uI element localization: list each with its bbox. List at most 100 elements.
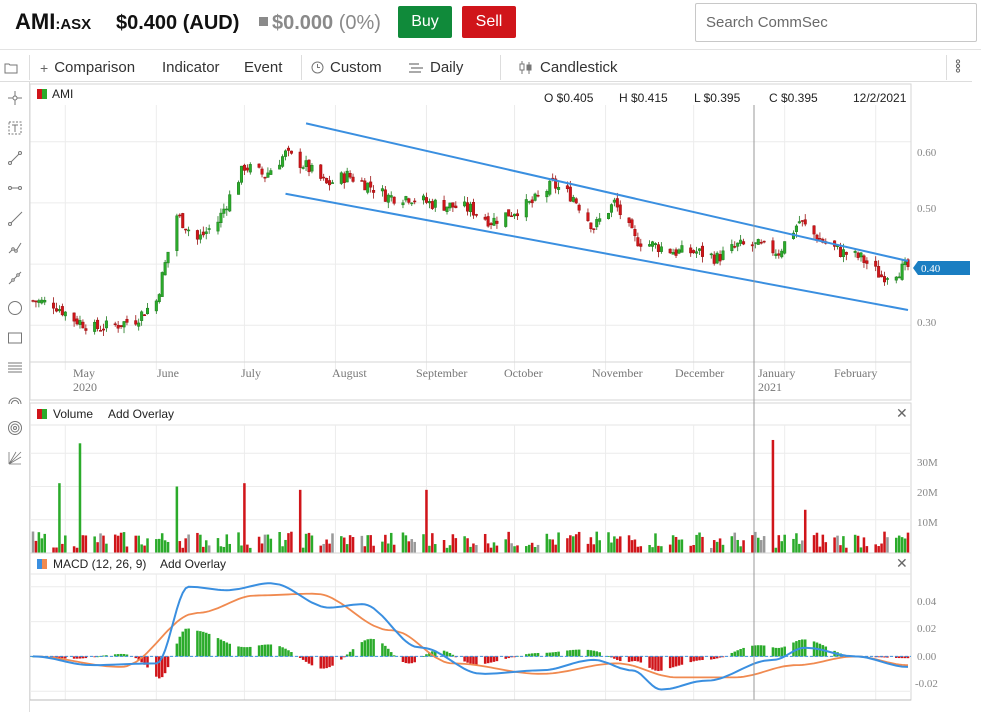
candle-body <box>198 234 202 240</box>
candle-body <box>289 150 293 154</box>
macd-histogram-bar <box>260 644 264 657</box>
macd-histogram-bar <box>134 656 138 659</box>
chart-type-button[interactable]: Candlestick <box>518 53 618 82</box>
arc-tool-icon[interactable] <box>5 388 25 408</box>
candle-body <box>245 167 249 171</box>
macd-histogram-bar <box>381 643 384 657</box>
volume-bar <box>469 546 472 553</box>
macd-histogram-bar <box>551 652 554 657</box>
macd-histogram-bar <box>113 654 117 657</box>
macd-histogram-bar <box>58 656 61 658</box>
text-tool-icon[interactable] <box>5 118 25 138</box>
price-y-tick: 0.60 <box>917 147 937 159</box>
candle-body <box>794 225 798 232</box>
volume-bar <box>340 536 343 553</box>
macd-histogram-bar <box>178 636 182 657</box>
volume-bar <box>372 545 375 553</box>
candle-body <box>756 239 760 245</box>
macd-histogram-bar <box>674 656 678 667</box>
candle-body <box>877 266 881 278</box>
volume-bar <box>454 538 458 553</box>
volume-add-overlay-button[interactable]: Add Overlay <box>108 407 174 421</box>
macd-histogram-bar <box>72 656 76 659</box>
candle-body <box>248 164 252 173</box>
macd-y-tick: -0.02 <box>915 678 938 690</box>
ray-tool-icon[interactable] <box>5 208 25 228</box>
extended-line-icon[interactable] <box>5 268 25 288</box>
macd-histogram-bar <box>216 638 220 657</box>
macd-add-overlay-button[interactable]: Add Overlay <box>160 557 226 571</box>
candle-body <box>903 261 907 266</box>
macd-histogram-bar <box>525 654 528 657</box>
symbol-up-swatch <box>42 89 47 99</box>
volume-bar <box>639 546 643 553</box>
macd-histogram-bar <box>392 655 396 657</box>
fibonacci-icon[interactable] <box>5 358 25 378</box>
line-tool-icon[interactable] <box>5 148 25 168</box>
macd-histogram-bar <box>448 653 452 657</box>
volume-bar <box>113 534 117 553</box>
volume-bar <box>431 533 434 553</box>
candle-body <box>146 307 150 314</box>
macd-histogram-bar <box>648 656 651 668</box>
volume-bar <box>448 545 452 553</box>
last-price: $0.400 (AUD) <box>116 12 240 34</box>
lower-trend-line[interactable] <box>285 192 909 311</box>
candle-body <box>797 221 801 224</box>
candle-body <box>389 195 393 198</box>
volume-bar <box>155 539 158 553</box>
search-input[interactable] <box>695 3 977 42</box>
trend-channel[interactable] <box>285 122 909 311</box>
candle-body <box>609 204 613 213</box>
event-button[interactable]: Event <box>244 53 282 82</box>
circle-tool-icon[interactable] <box>5 298 25 318</box>
volume-bars <box>31 439 910 553</box>
volume-bar <box>577 531 581 553</box>
interval-button[interactable]: Daily <box>408 53 463 82</box>
macd-title: MACD (12, 26, 9) <box>53 557 146 571</box>
indicator-button[interactable]: Indicator <box>162 53 220 82</box>
custom-range-button[interactable]: Custom <box>311 53 382 82</box>
drawing-toggle-button[interactable] <box>4 53 24 82</box>
sell-button[interactable]: Sell <box>462 6 516 38</box>
buy-button[interactable]: Buy <box>398 6 452 38</box>
candle-body <box>874 260 878 267</box>
macd-histogram-bar <box>736 650 739 657</box>
volume-bar <box>187 534 190 553</box>
volume-bar <box>160 533 164 553</box>
macd-histogram-bar <box>566 650 569 657</box>
candle-body <box>325 177 329 184</box>
candle-body <box>695 251 699 254</box>
more-options-button[interactable] <box>955 53 961 82</box>
comparison-button[interactable]: + Comparison <box>40 53 135 82</box>
macd-histogram-bar <box>894 656 898 658</box>
gann-fan-icon[interactable] <box>5 448 25 468</box>
macd-histogram-bar <box>677 656 681 666</box>
crosshair-icon[interactable] <box>5 88 25 108</box>
candle-body <box>507 209 511 217</box>
volume-bar <box>222 546 226 553</box>
volume-bar <box>903 538 907 553</box>
volume-bar <box>351 537 355 553</box>
volume-bar <box>257 536 261 553</box>
macd-close-icon[interactable]: ✕ <box>896 555 908 571</box>
volume-close-icon[interactable]: ✕ <box>896 405 908 421</box>
volume-bar <box>219 546 223 553</box>
folder-icon <box>4 62 18 74</box>
macd-histogram-bar <box>75 656 79 659</box>
spiral-tool-icon[interactable] <box>5 418 25 438</box>
volume-bar <box>730 536 734 553</box>
horizontal-line-icon[interactable] <box>5 178 25 198</box>
volume-y-tick: 30M <box>917 457 938 469</box>
candle-body <box>800 220 804 222</box>
upper-trend-line[interactable] <box>305 122 909 263</box>
candle-body <box>692 250 696 254</box>
volume-bar <box>475 545 478 553</box>
rectangle-tool-icon[interactable] <box>5 328 25 348</box>
candle-body <box>530 199 534 204</box>
volume-bar <box>64 535 67 553</box>
volume-bar <box>536 544 540 553</box>
candle-body <box>330 182 335 184</box>
polyline-icon[interactable] <box>5 238 25 258</box>
